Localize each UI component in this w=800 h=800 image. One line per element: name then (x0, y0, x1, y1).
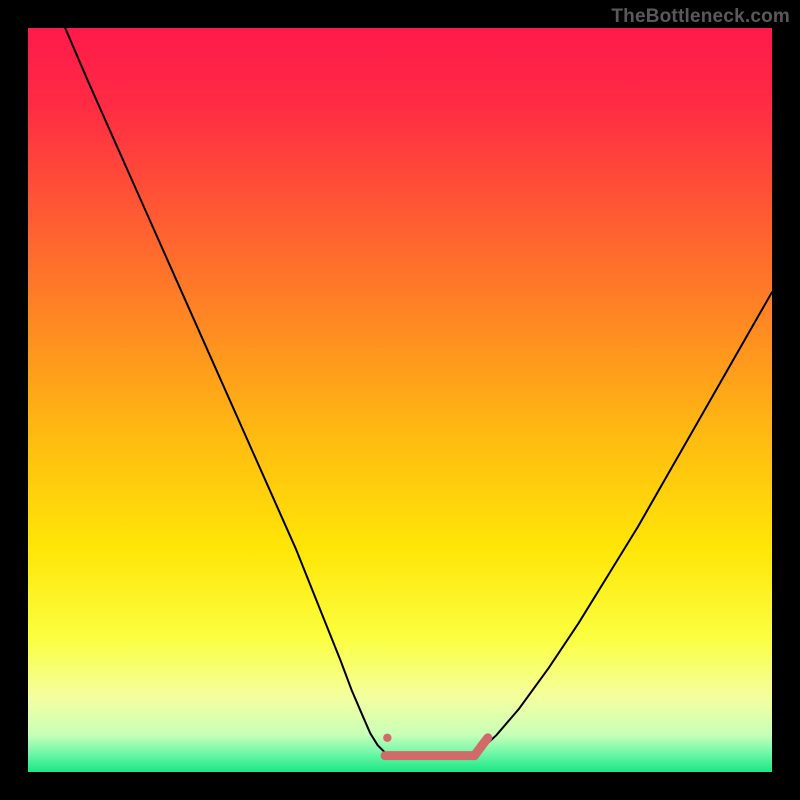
bottom-band-dot (383, 734, 391, 742)
chart-frame: TheBottleneck.com (0, 0, 800, 800)
watermark-text: TheBottleneck.com (611, 6, 790, 28)
plot-area (28, 28, 772, 772)
right-curve (474, 292, 772, 753)
left-curve (65, 28, 385, 753)
bottom-band-right-hook (474, 738, 487, 756)
curve-layer (28, 28, 772, 772)
